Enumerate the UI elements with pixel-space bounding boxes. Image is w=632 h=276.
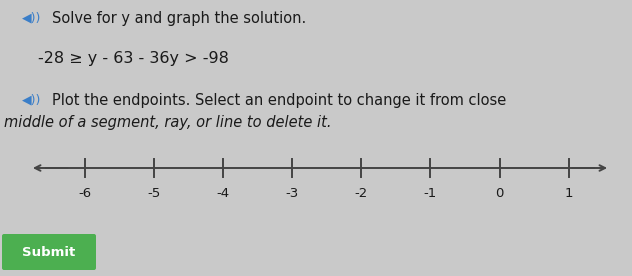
Text: Solve for y and graph the solution.: Solve for y and graph the solution. <box>52 10 307 25</box>
Text: 1: 1 <box>564 187 573 200</box>
Text: ◀)): ◀)) <box>22 94 41 107</box>
Text: -1: -1 <box>424 187 437 200</box>
Text: 0: 0 <box>495 187 504 200</box>
Text: -2: -2 <box>355 187 368 200</box>
FancyBboxPatch shape <box>2 234 96 270</box>
Text: ◀)): ◀)) <box>22 12 41 25</box>
Text: -6: -6 <box>78 187 92 200</box>
Text: Plot the endpoints. Select an endpoint to change it from close: Plot the endpoints. Select an endpoint t… <box>52 92 506 107</box>
Text: -5: -5 <box>148 187 161 200</box>
Text: Submit: Submit <box>22 245 76 259</box>
Text: -3: -3 <box>286 187 299 200</box>
Text: -28 ≥ y - 63 - 36y > -98: -28 ≥ y - 63 - 36y > -98 <box>38 51 229 65</box>
Text: middle of a segment, ray, or line to delete it.: middle of a segment, ray, or line to del… <box>4 115 332 129</box>
Text: -4: -4 <box>217 187 230 200</box>
